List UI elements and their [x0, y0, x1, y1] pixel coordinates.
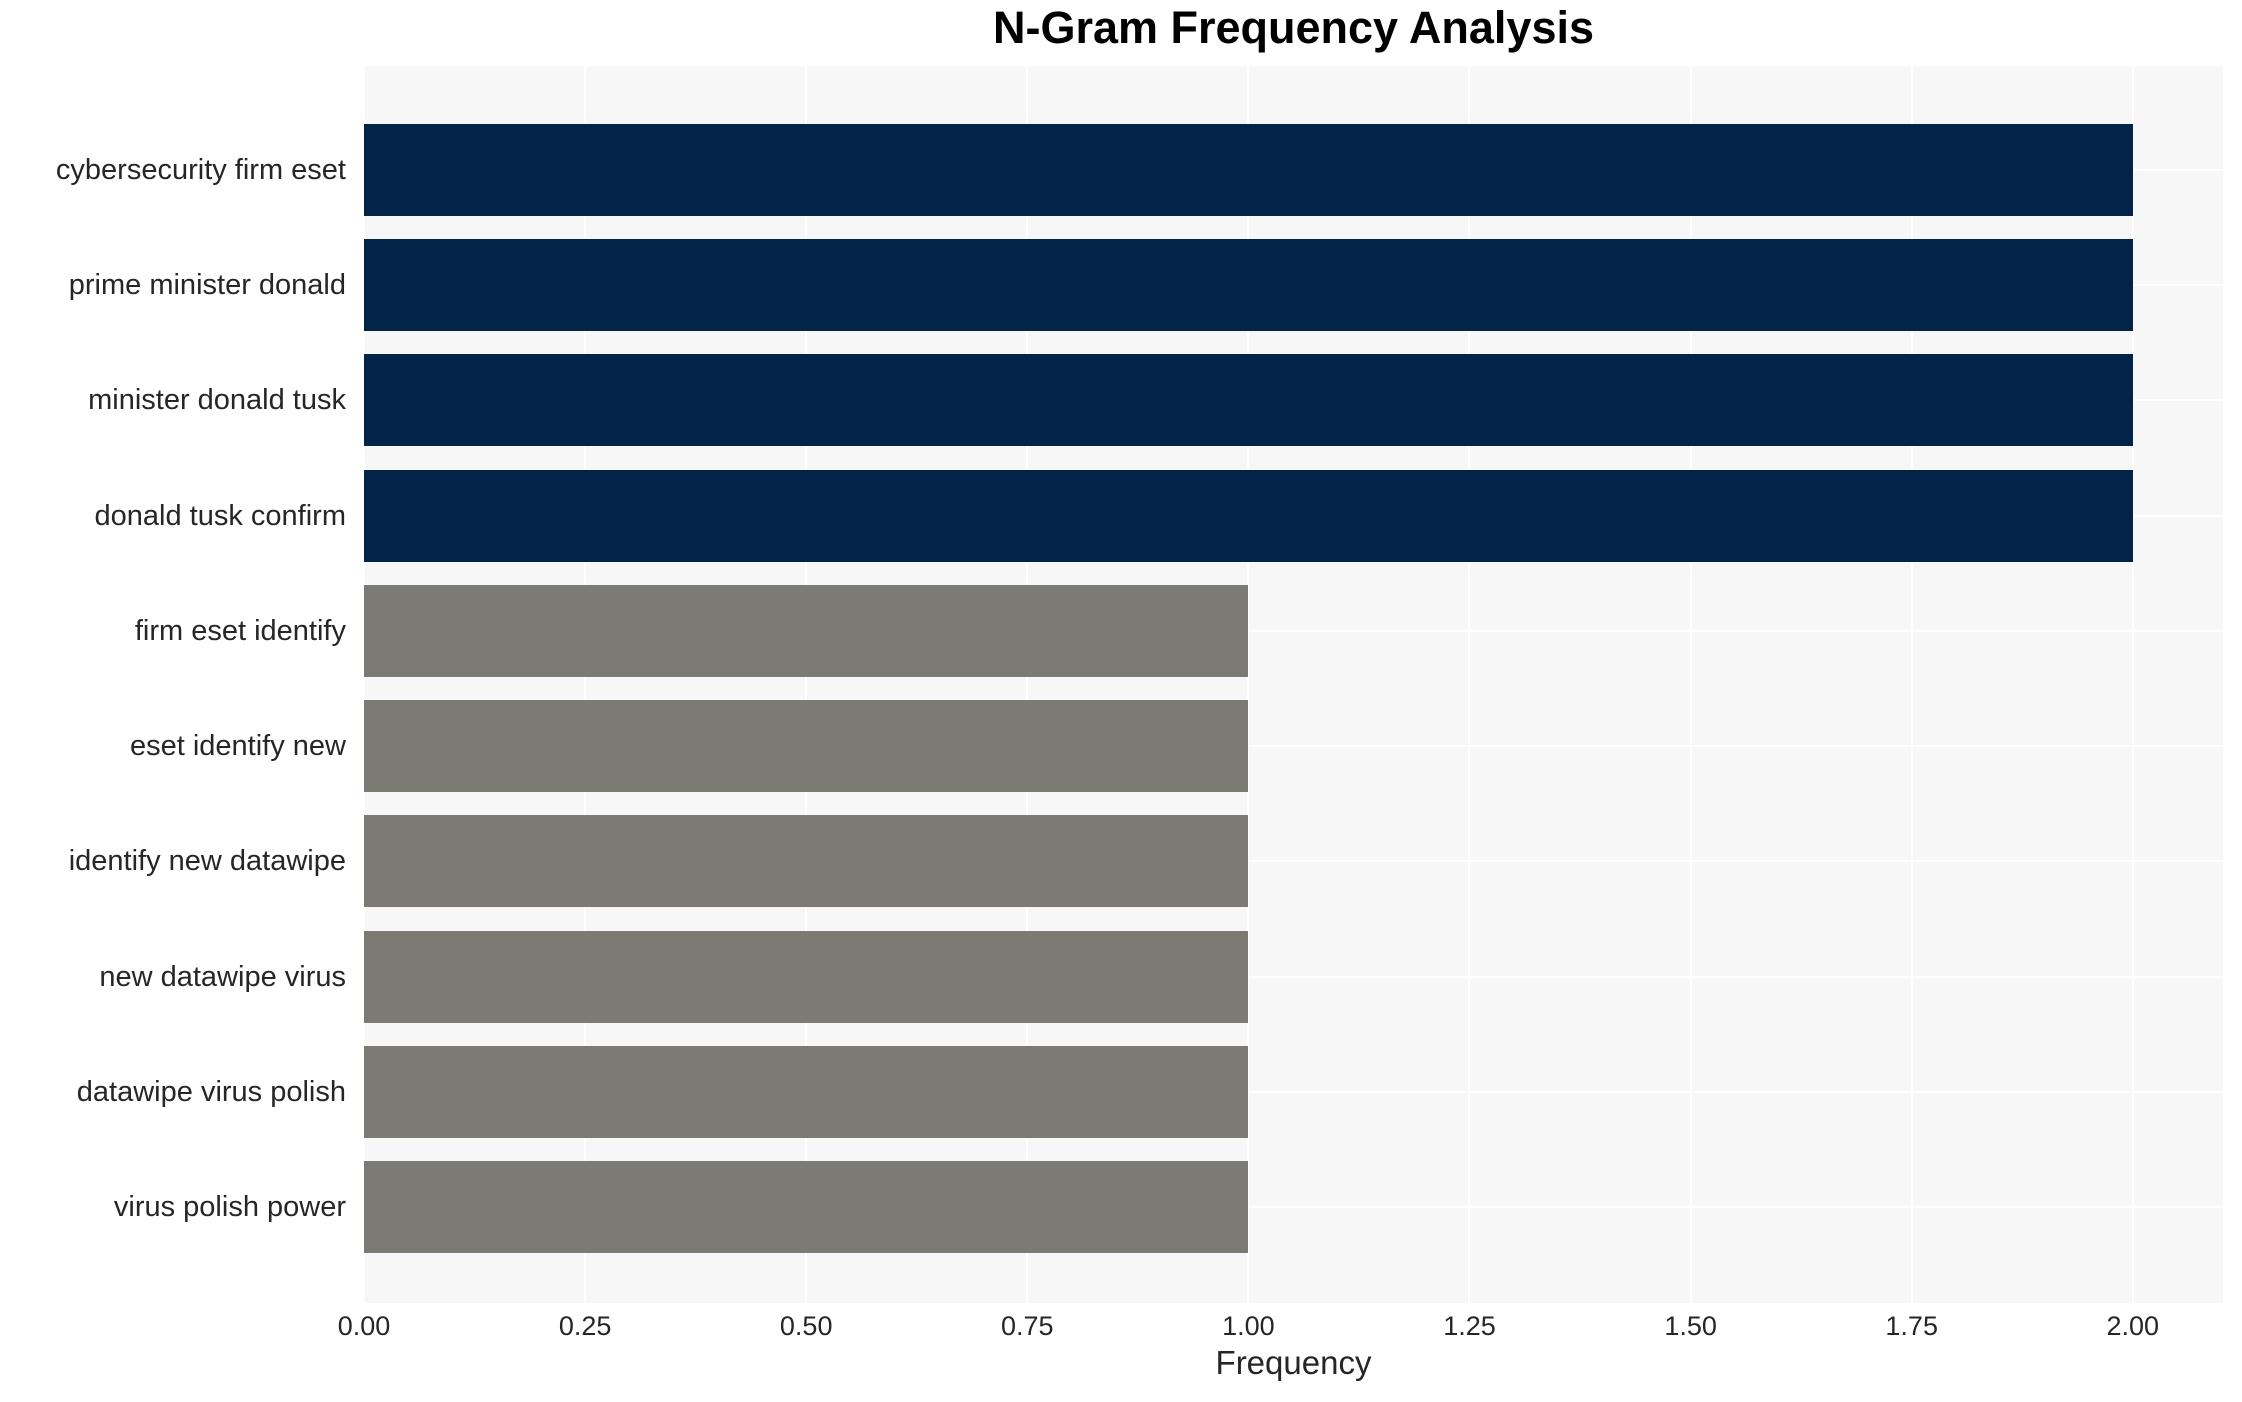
vertical-gridline [1026, 66, 1029, 1303]
y-tick-label: minister donald tusk [88, 384, 346, 417]
x-tick-label: 1.00 [1222, 1311, 1275, 1341]
x-tick-label: 1.25 [1443, 1311, 1496, 1341]
horizontal-gridline [364, 1205, 2223, 1208]
bar-prime-minister-donald [364, 239, 2133, 332]
bar-datawipe-virus-polish [364, 1045, 1249, 1138]
plot-area [363, 66, 2223, 1303]
x-tick-label: 1.50 [1664, 1311, 1717, 1341]
x-tick-label: 0.50 [779, 1311, 833, 1341]
vertical-gridline [363, 66, 365, 1303]
y-tick-label: new datawipe virus [99, 960, 346, 993]
vertical-gridline [1468, 66, 1471, 1303]
horizontal-gridline [364, 629, 2223, 632]
horizontal-gridline [364, 745, 2223, 748]
bar-minister-donald-tusk [364, 354, 2133, 447]
x-axis-label: Frequency [1215, 1344, 1372, 1381]
chart-title: N-Gram Frequency Analysis [992, 2, 1595, 53]
bar-cybersecurity-firm-eset [364, 124, 2133, 216]
x-tick-label: 2.00 [2106, 1311, 2160, 1341]
y-tick-label: virus polish power [113, 1190, 346, 1223]
bar-firm-eset-identify [364, 584, 1249, 677]
bar-eset-identify-new [364, 700, 1249, 793]
horizontal-gridline [364, 860, 2223, 863]
bar-identify-new-datawipe [364, 815, 1249, 908]
horizontal-gridline [364, 1090, 2223, 1093]
bar-new-datawipe-virus [364, 930, 1249, 1023]
y-tick-label: identify new datawipe [68, 845, 346, 878]
y-tick-label: cybersecurity firm eset [55, 154, 346, 186]
x-tick-label: 0.00 [337, 1311, 391, 1341]
horizontal-gridline [364, 975, 2223, 978]
vertical-gridline [2131, 66, 2134, 1303]
x-tick-label: 1.75 [1885, 1311, 1938, 1341]
vertical-gridline [805, 66, 808, 1303]
y-tick-label: firm eset identify [134, 614, 346, 647]
x-tick-label: 0.75 [1001, 1311, 1054, 1341]
y-tick-label: prime minister donald [68, 269, 346, 302]
vertical-gridline [1247, 66, 1250, 1303]
vertical-gridline [1689, 66, 1692, 1303]
bar-donald-tusk-confirm [364, 469, 2133, 562]
bar-virus-polish-power [364, 1160, 1249, 1253]
y-tick-label: datawipe virus polish [76, 1075, 346, 1108]
x-tick-label: 0.25 [558, 1311, 612, 1341]
vertical-gridline [1910, 66, 1913, 1303]
y-tick-label: eset identify new [129, 730, 346, 763]
vertical-gridline [584, 66, 587, 1303]
y-tick-label: donald tusk confirm [94, 499, 346, 532]
